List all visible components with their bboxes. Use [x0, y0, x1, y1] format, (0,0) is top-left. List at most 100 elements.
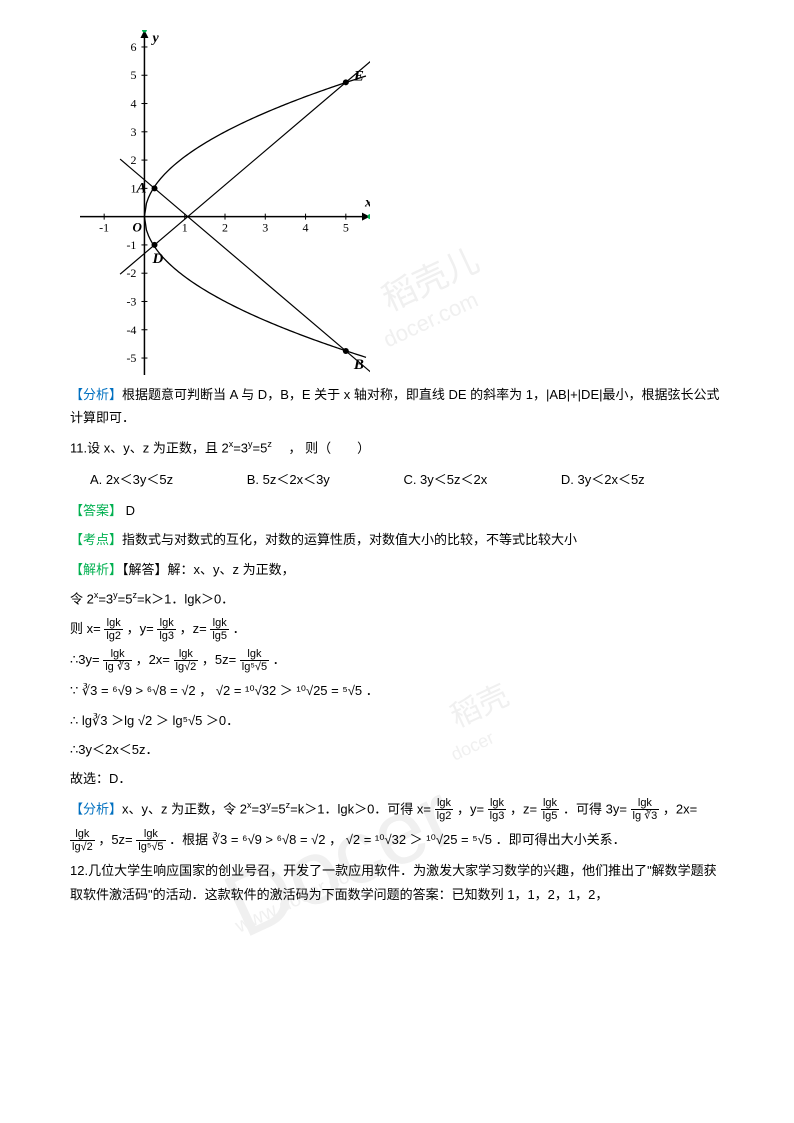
q11-stem: 11.设 x、y、z 为正数，且 2x=3y=5z ， 则（ ）: [70, 436, 724, 460]
3y-line: ∴3y= lgklg ∛3 ，2x= lgklg√2 ，5z= lgklg⁵√5…: [70, 648, 724, 673]
conclusion-line: ∴3y＜2x＜5z．: [70, 738, 724, 761]
f2-n3y: lgk: [631, 797, 660, 810]
svg-text:-1: -1: [99, 221, 109, 235]
f2-d2x: lg√2: [70, 841, 95, 853]
select-line: 故选：D．: [70, 767, 724, 790]
frac-2x: lgklg√2: [174, 648, 199, 673]
f2-fr3y: lgklg ∛3: [631, 797, 660, 822]
num-3y: lgk: [103, 648, 132, 661]
q11-options: A. 2x＜3y＜5z B. 5z＜2x＜3y C. 3y＜5z＜2x D. 3…: [90, 468, 724, 491]
svg-text:E: E: [353, 68, 364, 84]
ling-b: =3: [98, 591, 113, 606]
svg-text:2: 2: [222, 221, 228, 235]
kaodian-tag: 【考点】: [70, 532, 122, 547]
fenxi2-line: 【分析】x、y、z 为正数，令 2x=3y=5z=k＞1．lgk＞0．可得 x=…: [70, 797, 724, 822]
f2-h: ，2x=: [659, 801, 697, 816]
lg-compare-line: ∴ lg∛3 ＞lg √2 ＞ lg⁵√5 ＞0．: [70, 709, 724, 732]
jiexi-tag: 【解析】: [70, 562, 122, 577]
answer-line: 【答案】 D: [70, 499, 724, 522]
svg-text:-5: -5: [126, 351, 136, 365]
xyz-m2: ，z=: [176, 621, 210, 636]
xyz-line: 则 x= lgklg2 ，y= lgklg3 ，z= lgklg5 ．: [70, 617, 724, 642]
f2-nz: lgk: [541, 797, 560, 810]
3y-m2: ，5z=: [198, 652, 240, 667]
kaodian-line: 【考点】指数式与对数式的互化，对数的运算性质，对数值大小的比较，不等式比较大小: [70, 528, 724, 551]
f2-dx: lg2: [435, 810, 454, 822]
xyz-end: ．: [229, 621, 246, 636]
svg-text:1: 1: [182, 221, 188, 235]
f2-j: ．根据 ∛3 = ⁶√9 > ⁶√8 = √2 ， √2 = ¹⁰√32 ＞ ¹…: [166, 832, 626, 847]
f2-a: x、y、z 为正数，令 2: [122, 801, 247, 816]
option-d: D. 3y＜2x＜5z: [561, 468, 645, 491]
q11-stem-b: =3: [233, 440, 248, 455]
svg-text:-4: -4: [126, 323, 136, 337]
3y-pre: ∴3y=: [70, 652, 103, 667]
jiexi-head: 【解答】解：x、y、z 为正数，: [122, 562, 295, 577]
f2-fr2x: lgklg√2: [70, 828, 95, 853]
svg-text:O: O: [132, 220, 142, 235]
svg-text:x: x: [364, 196, 370, 211]
f2-dy: lg3: [488, 810, 507, 822]
den-5z: lg⁵√5: [240, 661, 269, 673]
f2-d: =k＞1．lgk＞0．可得 x=: [290, 801, 435, 816]
svg-text:D: D: [152, 251, 164, 267]
f2-e: ，y=: [453, 801, 487, 816]
option-c: C. 3y＜5z＜2x: [403, 468, 487, 491]
num-x: lgk: [104, 617, 123, 630]
svg-text:A: A: [136, 180, 147, 196]
fenxi2-tag: 【分析】: [70, 801, 122, 816]
frac-5z: lgklg⁵√5: [240, 648, 269, 673]
f2-fry: lgklg3: [488, 797, 507, 822]
svg-text:4: 4: [130, 97, 136, 111]
analysis-tag: 【分析】: [70, 387, 122, 402]
f2-n2x: lgk: [70, 828, 95, 841]
svg-text:5: 5: [130, 68, 136, 82]
frac-y: lgklg3: [157, 617, 176, 642]
ling-c: =5: [118, 591, 133, 606]
option-a: A. 2x＜3y＜5z: [90, 468, 173, 491]
svg-text:3: 3: [130, 125, 136, 139]
svg-text:y: y: [150, 31, 159, 46]
f2-d5z: lg⁵√5: [136, 841, 165, 853]
analysis-1-text: 根据题意可判断当 A 与 D，B，E 关于 x 轴对称，即直线 DE 的斜率为 …: [70, 387, 720, 425]
den-y: lg3: [157, 630, 176, 642]
q11-stem-c: =5: [253, 440, 268, 455]
root-compare-line: ∵ ∛3 = ⁶√9 > ⁶√8 = √2 ， √2 = ¹⁰√32 ＞ ¹⁰√…: [70, 679, 724, 702]
svg-text:4: 4: [303, 221, 309, 235]
num-2x: lgk: [174, 648, 199, 661]
ling-line: 令 2x=3y=5z=k＞1．lgk＞0．: [70, 587, 724, 611]
xyz-pre: 则 x=: [70, 621, 104, 636]
jiexi-line: 【解析】【解答】解：x、y、z 为正数，: [70, 558, 724, 581]
f2-frz: lgklg5: [541, 797, 560, 822]
3y-m1: ，2x=: [132, 652, 174, 667]
f2-i: ，5z=: [95, 832, 137, 847]
f2-fr5z: lgklg⁵√5: [136, 828, 165, 853]
frac-x: lgklg2: [104, 617, 123, 642]
f2-dz: lg5: [541, 810, 560, 822]
svg-text:B: B: [353, 357, 364, 373]
3y-end: ．: [269, 652, 286, 667]
svg-text:-1: -1: [126, 238, 136, 252]
svg-text:2: 2: [130, 153, 136, 167]
q11-stem-a: 11.设 x、y、z 为正数，且 2: [70, 440, 229, 455]
svg-text:-3: -3: [126, 294, 136, 308]
f2-frx: lgklg2: [435, 797, 454, 822]
den-2x: lg√2: [174, 661, 199, 673]
frac-3y: lgklg ∛3: [103, 648, 132, 673]
svg-text:6: 6: [130, 40, 136, 54]
answer-tag: 【答案】: [70, 503, 122, 518]
frac-z: lgklg5: [210, 617, 229, 642]
svg-text:5: 5: [343, 221, 349, 235]
svg-text:-2: -2: [126, 266, 136, 280]
f2-b: =3: [251, 801, 266, 816]
den-z: lg5: [210, 630, 229, 642]
f2-c: =5: [271, 801, 286, 816]
den-x: lg2: [104, 630, 123, 642]
kaodian-text: 指数式与对数式的互化，对数的运算性质，对数值大小的比较，不等式比较大小: [122, 532, 577, 547]
num-z: lgk: [210, 617, 229, 630]
f2-f: ，z=: [506, 801, 540, 816]
den-3y: lg ∛3: [103, 661, 132, 673]
ling-a: 令 2: [70, 591, 94, 606]
num-5z: lgk: [240, 648, 269, 661]
f2-g: ．可得 3y=: [559, 801, 630, 816]
